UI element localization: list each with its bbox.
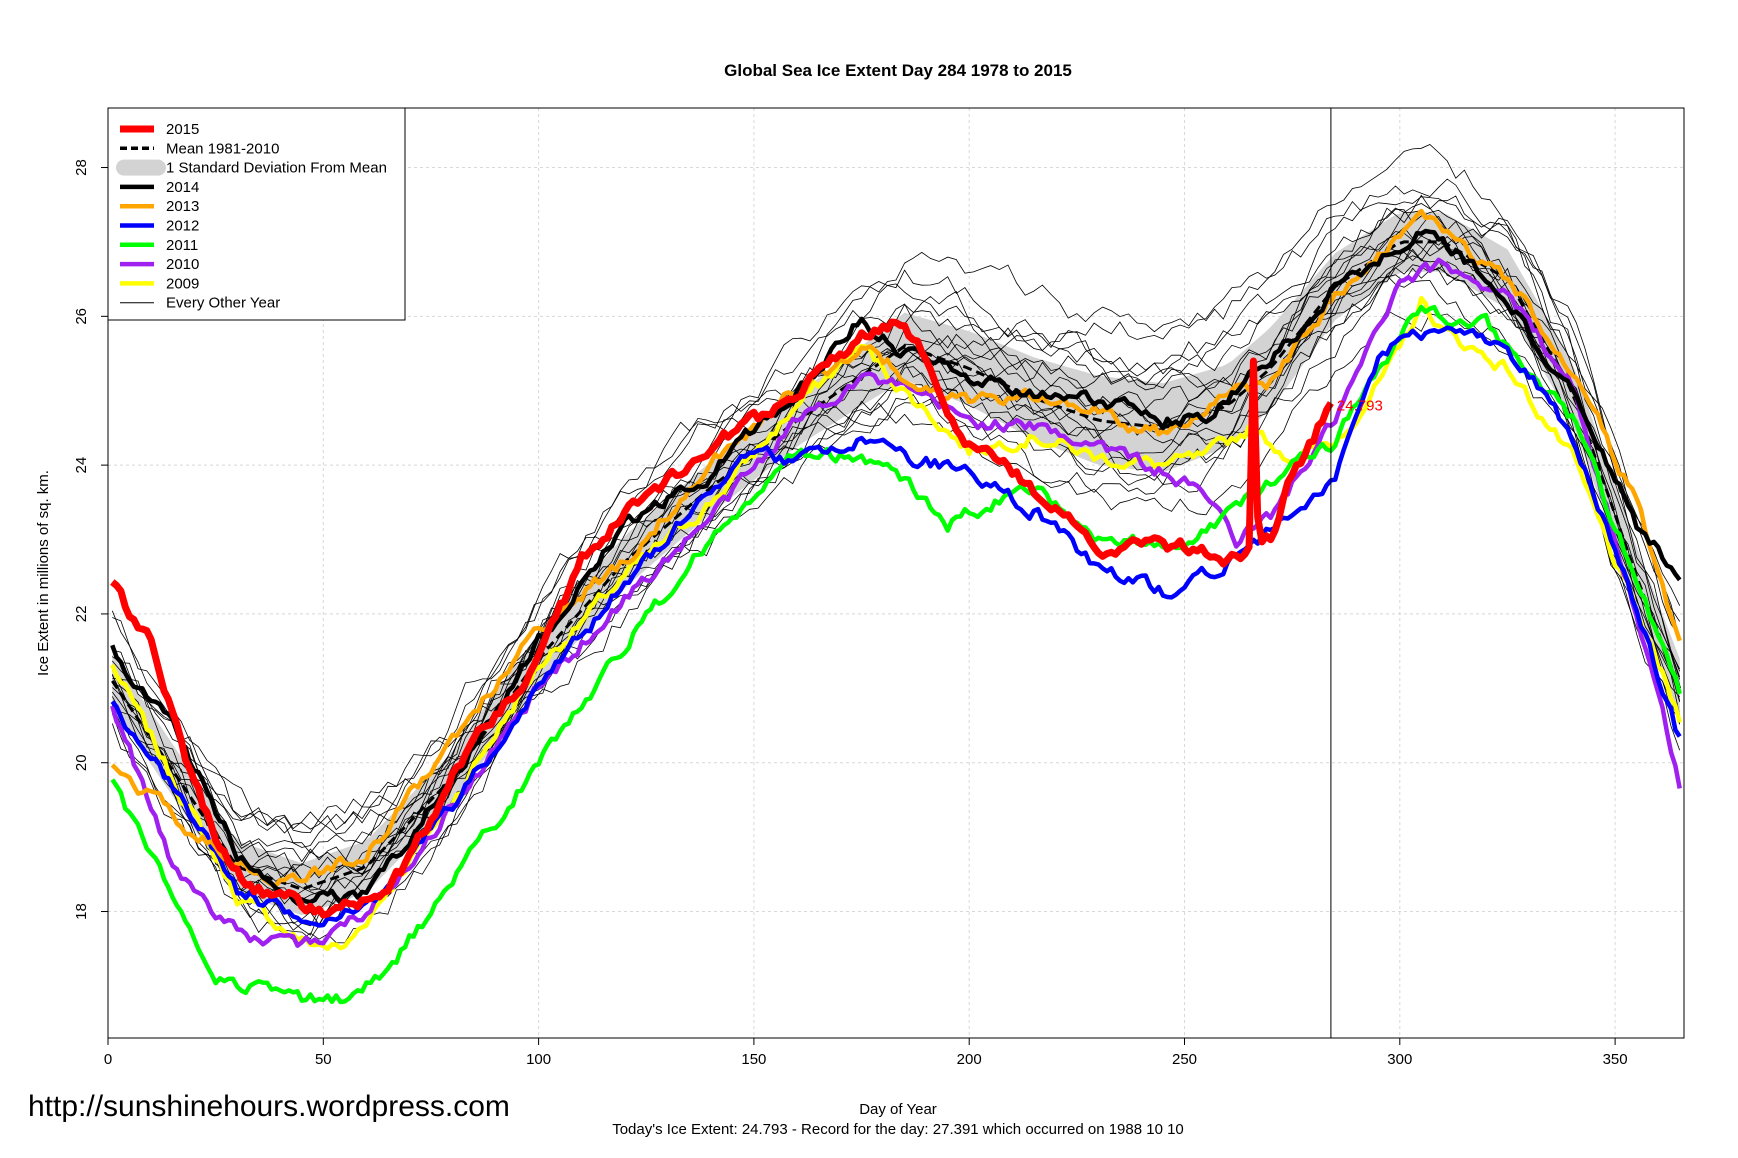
legend: 2015 Mean 1981-2010 1 Standard Deviation F… — [107, 107, 406, 321]
legend-label: 2014 — [166, 179, 199, 196]
series-line-2010 — [110, 257, 1682, 948]
series-line-2011 — [110, 304, 1682, 1005]
legend-label: 2013 — [166, 198, 199, 215]
y-tick-label: 18 — [73, 903, 90, 920]
legend-label: 2012 — [166, 218, 199, 235]
y-axis: 18 20 22 24 26 28 — [73, 159, 108, 920]
source-url[interactable]: http://sunshinehours.wordpress.com — [28, 1090, 510, 1123]
other-year-line — [111, 214, 1681, 879]
legend-label: 2009 — [166, 275, 199, 292]
x-tick-label: 200 — [957, 1051, 982, 1068]
x-tick-label: 300 — [1387, 1051, 1412, 1068]
current-day-marker: 24.793 — [1330, 108, 1383, 1038]
other-year-line — [112, 196, 1681, 834]
x-tick-label: 350 — [1603, 1051, 1628, 1068]
x-tick-label: 50 — [315, 1051, 332, 1068]
plot-frame — [107, 107, 1685, 1039]
legend-label: Mean 1981-2010 — [166, 140, 279, 157]
legend-box — [107, 107, 406, 321]
series-line-2013 — [110, 208, 1682, 888]
other-year-line — [112, 178, 1681, 835]
y-tick-label: 26 — [73, 308, 90, 325]
y-tick-label: 24 — [73, 457, 90, 474]
x-tick-label: 150 — [741, 1051, 766, 1068]
series-line-2015 — [110, 318, 1334, 919]
legend-label: 2010 — [166, 256, 199, 273]
x-tick-label: 250 — [1172, 1051, 1197, 1068]
mean-line — [111, 240, 1682, 891]
series-lines — [110, 208, 1682, 1005]
x-axis-label: Day of Year — [859, 1101, 937, 1118]
y-tick-label: 20 — [73, 754, 90, 771]
legend-label: 2015 — [166, 121, 199, 138]
other-year-line — [111, 144, 1681, 834]
series-line-2012 — [110, 325, 1682, 928]
footer-note: Today's Ice Extent: 24.793 - Record for … — [612, 1121, 1184, 1138]
legend-label: 2011 — [166, 237, 198, 254]
x-tick-label: 0 — [104, 1051, 112, 1068]
legend-label: Every Other Year — [166, 295, 280, 312]
y-axis-label: Ice Extent in millions of sq. km. — [35, 470, 52, 676]
y-tick-label: 22 — [73, 606, 90, 623]
series-line-2014 — [110, 228, 1682, 906]
chart-title: Global Sea Ice Extent Day 284 1978 to 20… — [724, 61, 1072, 80]
y-tick-label: 28 — [73, 159, 90, 176]
x-axis: 0 50 100 150 200 250 300 350 — [104, 1038, 1628, 1068]
current-value-label: 24.793 — [1337, 398, 1383, 415]
other-year-line — [111, 255, 1680, 931]
mean-1981-2010-line — [111, 240, 1682, 891]
x-tick-label: 100 — [526, 1051, 551, 1068]
legend-label: 1 Standard Deviation From Mean — [166, 160, 387, 177]
